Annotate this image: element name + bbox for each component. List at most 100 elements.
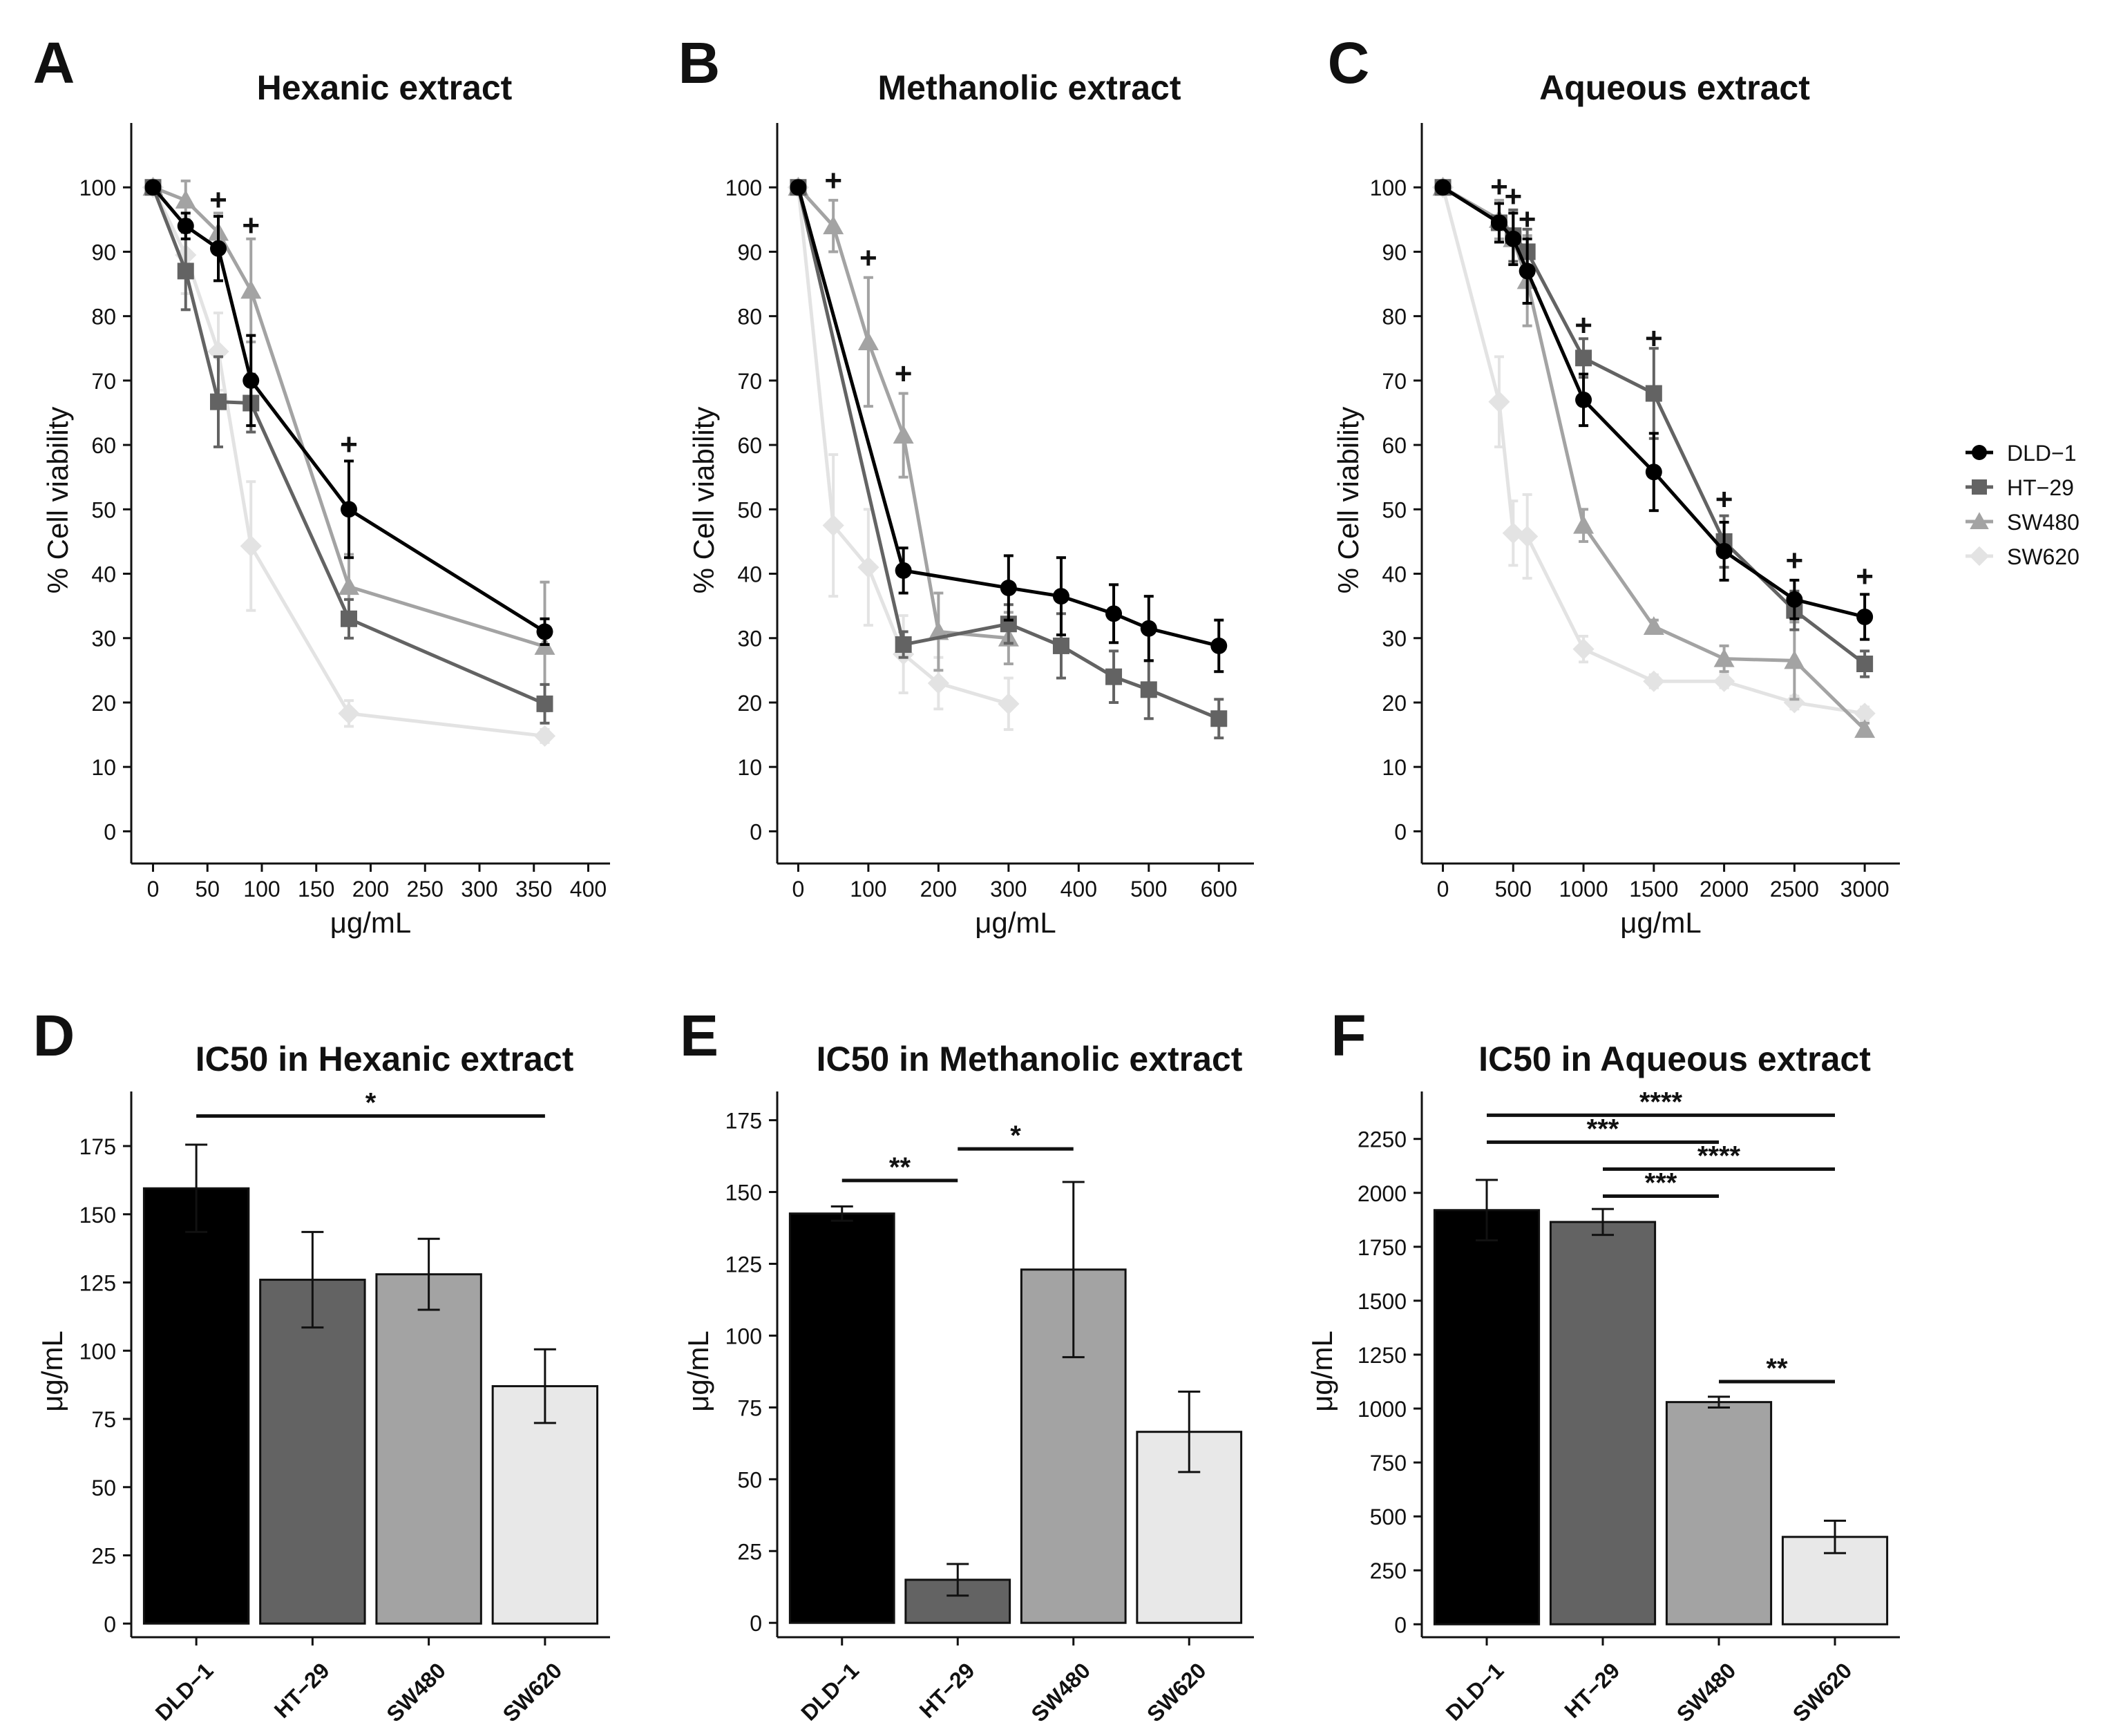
data-point [242,372,260,389]
y-tick-label: 1750 [1358,1235,1407,1260]
bar [1433,1209,1541,1625]
y-tick-label: 30 [91,627,116,651]
significance-plus: + [1490,170,1508,204]
bar [491,1385,599,1625]
bar [375,1273,482,1625]
y-tick-label: 30 [1382,627,1407,651]
significance-plus: + [1645,321,1663,355]
y-tick-label: 60 [737,433,762,458]
x-tick-label: DLD−1 [151,1658,218,1726]
data-point [1645,464,1662,481]
y-tick-label: 30 [737,627,762,651]
data-point [1052,588,1069,605]
data-point [1000,580,1017,597]
data-point [1856,656,1874,673]
data-point [1572,638,1595,660]
series-dld1 [790,179,1228,674]
data-point [1140,620,1157,637]
data-point [1856,608,1874,625]
y-tick-label: 750 [1370,1451,1407,1476]
x-tick-label: 100 [243,877,280,902]
y-tick-label: 50 [91,497,116,522]
y-tick-label: 0 [104,1612,116,1637]
y-tick-label: 1000 [1358,1397,1407,1422]
data-point [1854,719,1876,738]
data-point [1573,515,1595,534]
series-line [152,185,546,649]
x-axis-label: μg/mL [330,906,412,939]
x-tick-label: 500 [1495,877,1532,902]
data-point [1575,350,1592,367]
y-axis-label: % Cell viability [41,407,74,594]
chart-title: IC50 in Hexanic extract [196,1040,574,1078]
x-tick-label: 100 [850,877,886,902]
bar [1665,1401,1773,1625]
x-tick-label: SW480 [381,1658,450,1727]
data-point [927,672,949,694]
x-tick-label: 300 [990,877,1027,902]
x-tick-label: 400 [1060,877,1097,902]
data-point [533,725,556,747]
x-axis-label: μg/mL [1620,906,1702,939]
x-tick-label: 300 [461,877,497,902]
y-tick-label: 100 [725,1324,762,1348]
y-tick-label: 1250 [1358,1343,1407,1368]
x-tick-label: 400 [570,877,607,902]
y-tick-label: 0 [1394,819,1407,844]
series-line [797,186,1009,640]
data-point [207,341,229,363]
significance-label: ** [889,1152,911,1183]
y-tick-label: 40 [1382,562,1407,587]
significance-plus: + [1856,560,1874,593]
data-point [1434,179,1452,196]
significance-plus: + [1504,180,1522,213]
data-point [1490,214,1507,231]
data-point [341,501,357,518]
y-tick-label: 80 [91,305,116,330]
chart-title: IC50 in Aqueous extract [1478,1040,1871,1078]
y-tick-label: 1500 [1358,1289,1407,1314]
panel-letter-e: E [680,1003,719,1068]
data-point [1643,616,1664,635]
y-tick-label: 60 [91,433,116,458]
data-point [1786,591,1803,608]
significance-label: ** [1766,1353,1788,1384]
panel-letter-c: C [1328,30,1370,95]
y-tick-label: 250 [1370,1558,1407,1583]
legend-entry: HT−29 [1966,475,2074,500]
data-point [1713,670,1735,692]
legend-key-marker [1970,512,1989,529]
y-tick-label: 0 [104,819,116,844]
panel-letter-b: B [678,30,721,95]
x-tick-label: 500 [1130,877,1167,902]
data-point [1052,637,1069,654]
y-tick-label: 100 [1370,175,1407,200]
data-point [1715,542,1733,560]
y-tick-label: 40 [91,562,116,587]
x-tick-label: HT−29 [269,1658,334,1723]
significance-label: **** [1639,1087,1683,1117]
x-tick-label: SW620 [1142,1658,1211,1727]
significance-plus: + [1786,544,1804,578]
legend-label: HT−29 [2007,475,2074,500]
y-tick-label: 70 [1382,369,1407,394]
data-point [175,189,196,209]
significance-plus: + [895,357,913,391]
data-point [210,393,227,410]
data-point [1643,670,1665,692]
y-tick-label: 50 [737,1467,762,1492]
data-point [1645,385,1662,402]
x-tick-label: HT−29 [1559,1658,1624,1723]
data-point [1210,710,1228,727]
data-point [857,556,879,578]
panel-letter-d: D [33,1003,75,1068]
x-tick-label: 200 [920,877,957,902]
x-tick-label: SW480 [1672,1658,1741,1727]
y-axis-label: % Cell viability [1332,407,1364,594]
x-tick-label: 2500 [1770,877,1819,902]
legend-label: SW480 [2007,510,2080,535]
panel-letter-a: A [33,30,75,95]
data-point [1854,703,1876,725]
bar [259,1279,366,1625]
